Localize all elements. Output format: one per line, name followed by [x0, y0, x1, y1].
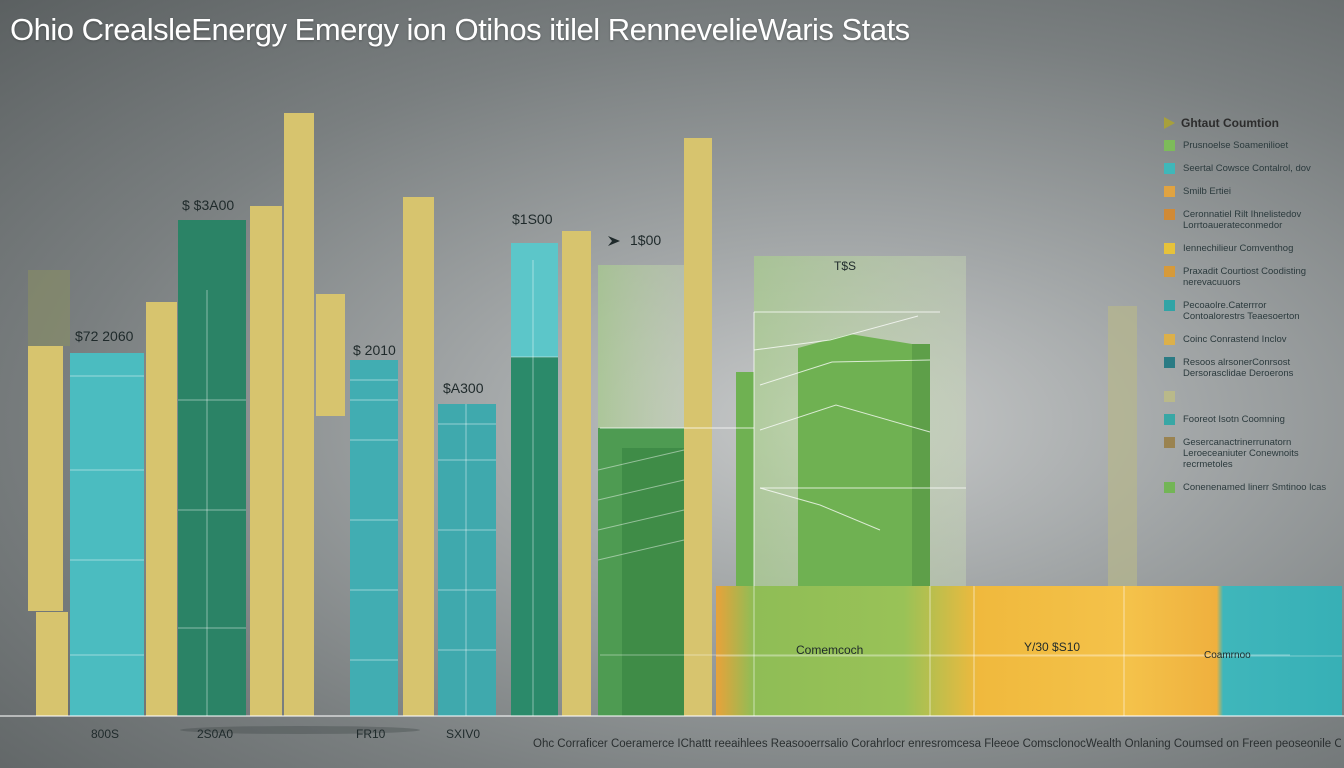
bar-gold-2 — [146, 302, 177, 716]
legend-swatch — [1164, 186, 1175, 197]
bar-gold-8 — [684, 138, 712, 716]
chart-title: Ohio CrealsleEnergy Emergy ion Otihos it… — [10, 12, 910, 47]
legend-item: Seertal Cowsce Contalrol, dov — [1164, 163, 1340, 174]
value-label: $72 2060 — [75, 328, 134, 344]
legend-label: Conenenamed linerr Smtinoo lcas — [1183, 482, 1327, 493]
legend-swatch — [1164, 482, 1175, 493]
trend-lines — [600, 311, 1290, 656]
value-label: $ 2010 — [353, 342, 396, 358]
legend-label: Resoos alrsonerConrsost Dersorasclidae D… — [1183, 357, 1294, 379]
band-bottom — [716, 586, 1342, 716]
legend-item: Ceronnatiel Rilt Ihnelistedov Lorrtoauer… — [1164, 209, 1340, 231]
legend-swatch — [1164, 140, 1175, 151]
legend-label: Smilb Ertiei — [1183, 186, 1232, 197]
legend-item: Praxadit Courtiost Coodisting nerevacuuo… — [1164, 266, 1340, 288]
legend-label: Pecoaolre.Caterrror Contoalorestrs Teaes… — [1183, 300, 1300, 322]
bar-teal-2 — [350, 360, 398, 716]
legend-item — [1164, 391, 1340, 402]
bar-gold-1a — [28, 346, 63, 611]
arrow-icon — [608, 236, 620, 246]
legend-label: Ceronnatiel Rilt Ihnelistedov Lorrtoauer… — [1183, 209, 1302, 231]
value-labels: $72 2060 $ $3A00 $ 2010 $A300 $1S00 1$00… — [75, 197, 1251, 661]
chart-footer: Ohc Corraficer Coeramerce IChattt reeaih… — [533, 738, 1341, 750]
x-tick-label: 2S0A0 — [197, 727, 233, 741]
legend-item: Iennechilieur Comventhog — [1164, 243, 1340, 254]
band-dividers — [716, 586, 1342, 716]
panel-left — [28, 270, 70, 346]
legend-item: Gesercanactrinerrunatorn Leroeceaniuter … — [1164, 437, 1340, 470]
value-label: T$S — [834, 259, 856, 273]
bar-green-3-side — [912, 344, 930, 586]
bar-darkgreen-1 — [178, 220, 246, 716]
bar-teal-4-top — [511, 243, 558, 357]
bar-gold-3 — [250, 206, 282, 716]
bar-gold-1b — [36, 612, 68, 716]
x-tick-label: SXIV0 — [446, 727, 480, 741]
legend-swatch — [1164, 414, 1175, 425]
legend-label: Fooreot Isotn Coomning — [1183, 414, 1285, 425]
bars — [28, 113, 1342, 716]
value-label: Y/30 $S10 — [1024, 640, 1080, 654]
value-label: 1$00 — [630, 232, 661, 248]
legend-items: Prusnoelse Soamenilioet Seertal Cowsce Co… — [1164, 140, 1340, 493]
bar-gridlines — [70, 260, 685, 716]
value-label: Comemcoch — [796, 643, 863, 657]
legend-swatch — [1164, 334, 1175, 345]
bar-teal-1 — [70, 353, 144, 716]
value-label: $A300 — [443, 380, 484, 396]
legend-item: Coinc Conrastend Inclov — [1164, 334, 1340, 345]
legend-swatch — [1164, 209, 1175, 220]
baseline-shadow — [180, 726, 420, 734]
legend-swatch — [1164, 266, 1175, 277]
bar-gold-4 — [284, 113, 314, 716]
legend-title-text: Ghtaut Coumtion — [1181, 116, 1279, 130]
legend-label: Prusnoelse Soamenilioet — [1183, 140, 1289, 151]
legend-swatch — [1164, 243, 1175, 254]
legend-label: Praxadit Courtiost Coodisting nerevacuuo… — [1183, 266, 1307, 288]
legend-label: Seertal Cowsce Contalrol, dov — [1183, 163, 1311, 174]
panel-far-right — [1108, 306, 1137, 586]
bar-gold-7 — [562, 231, 591, 716]
value-label: $ $3A00 — [182, 197, 234, 213]
bar-gold-6 — [403, 197, 434, 716]
legend-item: Prusnoelse Soamenilioet — [1164, 140, 1340, 151]
legend-title: Ghtaut Coumtion — [1164, 116, 1340, 130]
bar-green-1-dark — [622, 448, 684, 716]
bar-green-2 — [736, 372, 754, 586]
legend-swatch — [1164, 391, 1175, 402]
legend-item: Fooreot Isotn Coomning — [1164, 414, 1340, 425]
bar-darkgreen-2 — [511, 357, 558, 716]
legend-swatch — [1164, 300, 1175, 311]
legend-item: Conenenamed linerr Smtinoo lcas — [1164, 482, 1340, 493]
legend-label: Coinc Conrastend Inclov — [1183, 334, 1287, 345]
x-axis-labels: 800S 2S0A0 FR10 SXIV0 — [91, 727, 480, 741]
backdrop-panels — [28, 256, 1137, 587]
legend-item: Pecoaolre.Caterrror Contoalorestrs Teaes… — [1164, 300, 1340, 322]
bar-gold-5 — [316, 294, 345, 416]
x-tick-label: FR10 — [356, 727, 386, 741]
x-tick-label: 800S — [91, 727, 119, 741]
legend-label: Gesercanactrinerrunatorn Leroeceaniuter … — [1183, 437, 1299, 470]
legend-swatch — [1164, 357, 1175, 368]
value-label: Coamrnoo — [1204, 650, 1251, 661]
legend: Ghtaut Coumtion Prusnoelse Soamenilioet S… — [1164, 116, 1340, 505]
bar-teal-3 — [438, 404, 496, 716]
legend-item: Resoos alrsonerConrsost Dersorasclidae D… — [1164, 357, 1340, 379]
legend-label: Iennechilieur Comventhog — [1183, 243, 1294, 254]
legend-item: Smilb Ertiei — [1164, 186, 1340, 197]
value-label: $1S00 — [512, 211, 553, 227]
bar-green-3 — [798, 334, 930, 586]
legend-swatch — [1164, 163, 1175, 174]
legend-marker-icon — [1164, 117, 1175, 129]
legend-swatch — [1164, 437, 1175, 448]
